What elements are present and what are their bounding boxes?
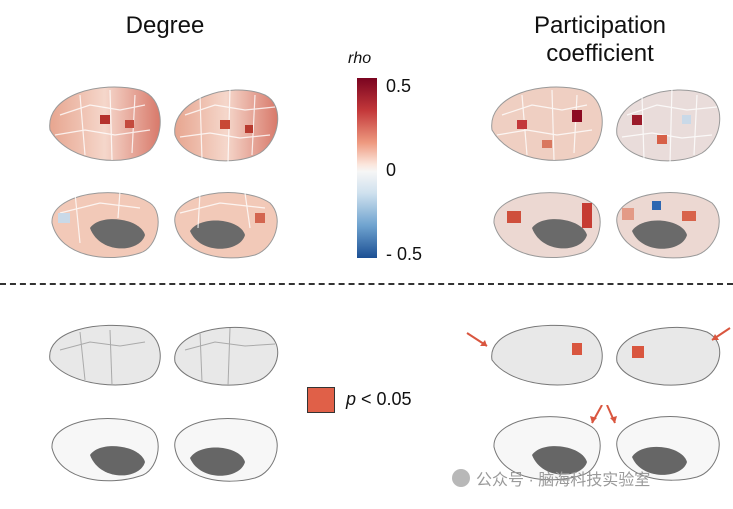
participation-lateral-brains — [482, 75, 732, 170]
rho-colorbar — [357, 78, 377, 258]
degree-significance-lateral — [40, 320, 290, 390]
participation-significance-lateral — [462, 318, 732, 393]
participation-coefficient-title: Participation coefficient — [505, 12, 695, 68]
degree-significance-medial — [40, 410, 290, 485]
colorbar-tick-min: - 0.5 — [386, 244, 422, 265]
colorbar-tick-zero: 0 — [386, 160, 396, 181]
watermark-text: 公众号 · 脑海科技实验室 — [476, 466, 650, 490]
significance-legend-label: p < 0.05 — [346, 389, 412, 410]
degree-medial-brains — [40, 183, 290, 263]
colorbar-label: rho — [348, 50, 371, 68]
degree-title: Degree — [105, 12, 225, 40]
section-divider — [0, 283, 733, 285]
wechat-icon — [452, 469, 470, 487]
participation-medial-brains — [482, 183, 732, 263]
degree-lateral-brains — [40, 75, 290, 170]
colorbar-tick-max: 0.5 — [386, 76, 411, 97]
significance-legend-swatch — [307, 387, 335, 413]
watermark: 公众号 · 脑海科技实验室 — [452, 466, 650, 490]
